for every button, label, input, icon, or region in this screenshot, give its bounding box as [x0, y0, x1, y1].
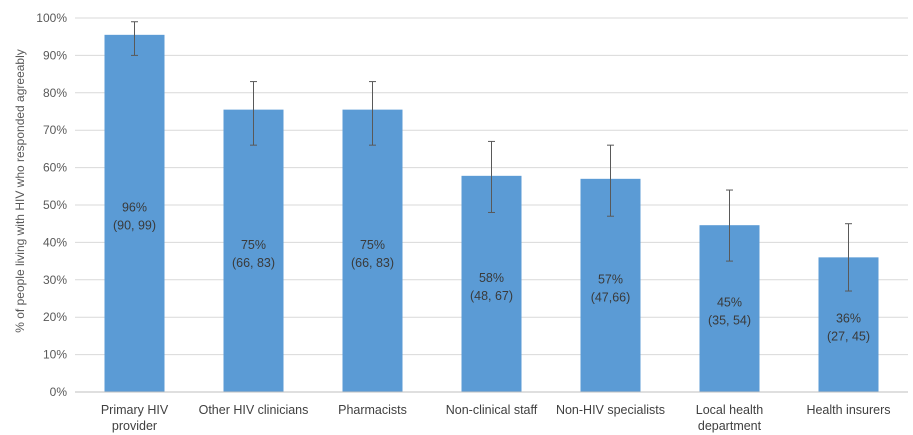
x-category-label: Non-HIV specialists — [556, 403, 665, 417]
y-tick-label: 50% — [43, 198, 67, 212]
x-category-label: Primary HIV — [101, 403, 169, 417]
bar — [223, 109, 284, 392]
y-tick-label: 20% — [43, 310, 67, 324]
x-category-label: Health insurers — [806, 403, 890, 417]
data-label: 75% — [360, 238, 385, 252]
data-label: (66, 83) — [232, 256, 275, 270]
bars — [104, 34, 879, 392]
error-bar — [607, 144, 614, 217]
error-bar — [131, 21, 138, 56]
y-tick-label: 30% — [43, 273, 67, 287]
data-label: (47,66) — [591, 290, 631, 304]
data-label: 57% — [598, 272, 623, 286]
data-label: (66, 83) — [351, 256, 394, 270]
data-label: 96% — [122, 200, 147, 214]
data-label: 75% — [241, 238, 266, 252]
y-tick-label: 100% — [36, 11, 67, 25]
x-category-label: Non-clinical staff — [446, 403, 538, 417]
y-tick-label: 40% — [43, 235, 67, 249]
data-label: 36% — [836, 312, 861, 326]
error-bar — [726, 189, 733, 262]
y-tick-label: 60% — [43, 161, 67, 175]
y-tick-label: 0% — [50, 385, 68, 399]
error-bars — [131, 21, 852, 292]
data-labels: 96% (90, 99) 75% (66, 83) 75% (66, 83) 58% (48,… — [113, 200, 870, 343]
data-label: 45% — [717, 296, 742, 310]
y-tick-label: 70% — [43, 123, 67, 137]
bar — [342, 109, 403, 392]
y-tick-label: 80% — [43, 86, 67, 100]
y-axis-tick-labels: 0% 10% 20% 30% 40% 50% 60% 70% 80% 90% 100% — [36, 11, 67, 399]
y-tick-label: 10% — [43, 348, 67, 362]
y-axis-title: % of people living with HIV who responde… — [13, 49, 27, 333]
error-bar — [250, 81, 257, 146]
error-bar — [488, 140, 495, 213]
data-label: 58% — [479, 271, 504, 285]
x-category-label: department — [698, 419, 762, 433]
x-category-label: Other HIV clinicians — [199, 403, 309, 417]
x-axis-category-labels: Primary HIV provider Other HIV clinicians P… — [101, 403, 891, 433]
data-label: (90, 99) — [113, 218, 156, 232]
data-label: (35, 54) — [708, 314, 751, 328]
bar — [104, 34, 165, 392]
error-bar — [369, 81, 376, 146]
data-label: (27, 45) — [827, 330, 870, 344]
x-category-label: Local health — [696, 403, 763, 417]
data-label: (48, 67) — [470, 289, 513, 303]
y-tick-label: 90% — [43, 48, 67, 62]
x-category-label: provider — [112, 419, 157, 433]
error-bar — [845, 223, 852, 292]
x-category-label: Pharmacists — [338, 403, 407, 417]
